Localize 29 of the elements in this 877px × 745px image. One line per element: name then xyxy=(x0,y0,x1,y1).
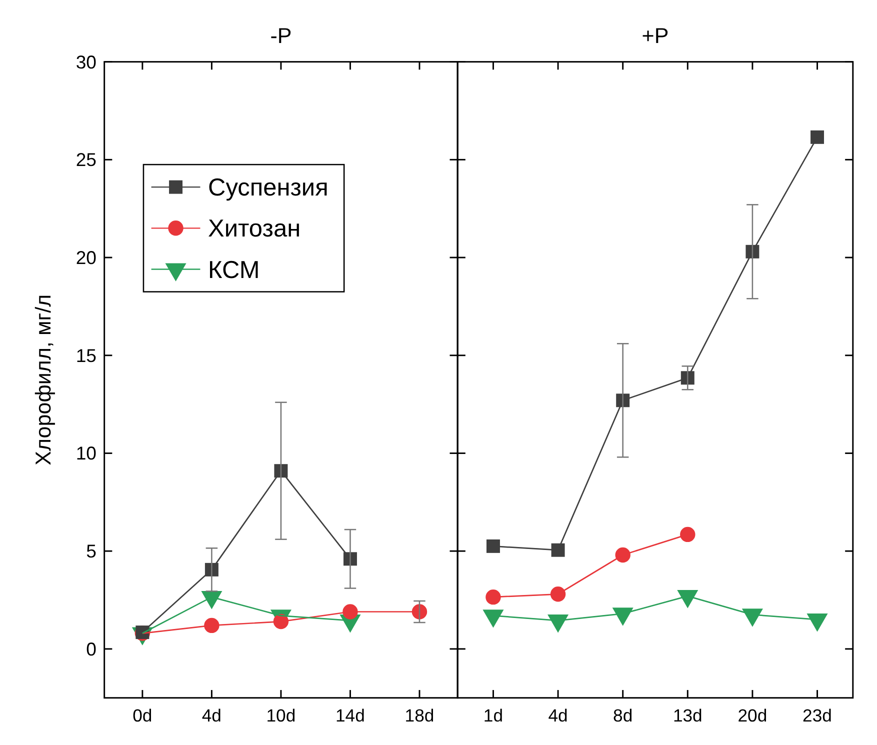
x-tick-label: 14d xyxy=(336,705,365,726)
y-tick-label: 20 xyxy=(76,247,97,268)
point xyxy=(551,543,565,557)
y-tick-label: 15 xyxy=(76,344,97,366)
y-tick-label: 10 xyxy=(76,442,97,464)
x-tick-label: 18d xyxy=(404,705,434,726)
y-axis-title: Хлорофилл, мг/л xyxy=(32,294,56,466)
y-tick-label: 30 xyxy=(76,51,97,72)
x-tick-label: 0d xyxy=(132,705,152,726)
x-tick-label: 20d xyxy=(738,705,768,726)
x-tick-label: 4d xyxy=(548,705,568,726)
y-tick-label: 0 xyxy=(86,638,97,660)
point xyxy=(486,539,500,553)
x-tick-label: 13d xyxy=(672,705,702,726)
x-tick-label: 8d xyxy=(613,705,633,726)
chart-title: +P xyxy=(642,24,669,48)
x-tick-label: 1d xyxy=(483,705,504,726)
legend-label: Суспензия xyxy=(208,174,328,202)
x-tick-label: 10d xyxy=(266,705,296,726)
y-tick-label: 25 xyxy=(76,149,97,170)
point xyxy=(486,589,501,605)
y-tick-label: 5 xyxy=(86,540,97,562)
chart-title: -P xyxy=(270,24,292,48)
legend-label: КСМ xyxy=(208,256,260,284)
x-tick-label: 4d xyxy=(202,705,222,726)
x-tick-label: 23d xyxy=(802,705,832,726)
point xyxy=(680,526,696,542)
legend-label: Хитозан xyxy=(208,216,301,243)
point xyxy=(810,130,824,144)
